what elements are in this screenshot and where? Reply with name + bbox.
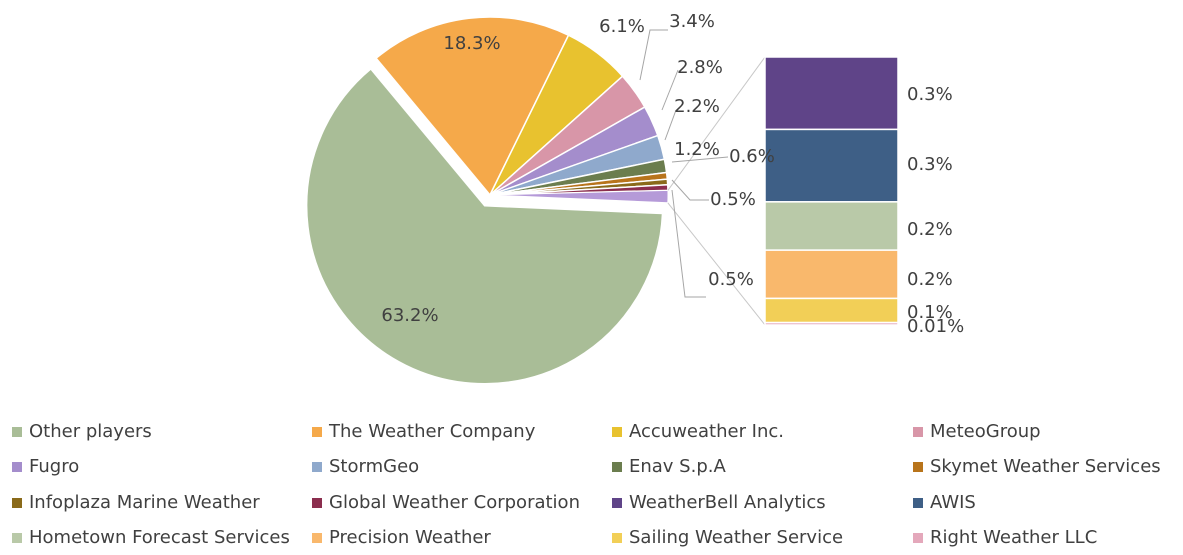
data-label: 3.4% xyxy=(669,11,715,32)
leader-line xyxy=(639,29,668,81)
leader-line xyxy=(664,109,677,141)
data-label: 63.2% xyxy=(381,305,438,326)
data-label: 0.6% xyxy=(729,146,775,167)
legend-label: Enav S.p.A xyxy=(629,456,726,477)
data-label: 2.8% xyxy=(677,57,723,78)
legend-label: Accuweather Inc. xyxy=(629,421,784,442)
data-label: 2.2% xyxy=(674,96,720,117)
legend-label: WeatherBell Analytics xyxy=(629,492,826,513)
bar-segment xyxy=(764,56,899,131)
leader-line xyxy=(661,69,679,111)
legend-swatch xyxy=(612,462,622,472)
legend-swatch xyxy=(913,498,923,508)
legend-swatch xyxy=(612,498,622,508)
bar-segment xyxy=(764,297,899,324)
legend-swatch xyxy=(12,427,22,437)
connector xyxy=(667,202,766,326)
legend-label: Hometown Forecast Services xyxy=(29,527,290,548)
legend-label: Precision Weather xyxy=(329,527,491,548)
legend-swatch xyxy=(612,533,622,543)
legend-label: MeteoGroup xyxy=(930,421,1041,442)
leader-line xyxy=(671,189,706,298)
legend-label: Right Weather LLC xyxy=(930,527,1097,548)
connector xyxy=(667,56,766,191)
legend-swatch xyxy=(913,427,923,437)
legend-swatch xyxy=(12,498,22,508)
legend-swatch xyxy=(612,427,622,437)
data-label: 0.3% xyxy=(907,84,953,105)
data-label: 0.3% xyxy=(907,154,953,175)
leader-line xyxy=(671,179,709,201)
data-label: 6.1% xyxy=(599,16,645,37)
legend-swatch xyxy=(312,462,322,472)
legend-label: StormGeo xyxy=(329,456,419,477)
legend-swatch xyxy=(312,533,322,543)
legend-label: Infoplaza Marine Weather xyxy=(29,492,260,513)
leader-line xyxy=(671,156,729,163)
legend-label: Other players xyxy=(29,421,152,442)
pie-slice xyxy=(305,67,664,385)
legend-swatch xyxy=(12,533,22,543)
legend-label: Skymet Weather Services xyxy=(930,456,1161,477)
pie-slice-combined xyxy=(489,189,669,204)
bar-segment xyxy=(764,249,899,300)
legend-swatch xyxy=(12,462,22,472)
legend-label: AWIS xyxy=(930,492,976,513)
legend-label: Global Weather Corporation xyxy=(329,492,580,513)
data-label: 0.5% xyxy=(708,269,754,290)
legend-label: Fugro xyxy=(29,456,79,477)
legend-label: Sailing Weather Service xyxy=(629,527,843,548)
data-label: 0.2% xyxy=(907,219,953,240)
pie-slice xyxy=(375,16,570,197)
legend-swatch xyxy=(913,462,923,472)
data-label: 0.5% xyxy=(710,189,756,210)
legend-swatch xyxy=(312,427,322,437)
bar-segment xyxy=(764,321,899,326)
data-label: 0.01% xyxy=(907,316,964,337)
legend-label: The Weather Company xyxy=(328,421,536,442)
data-label: 1.2% xyxy=(674,139,720,160)
bar-segment xyxy=(764,128,899,203)
data-label: 0.1% xyxy=(907,302,953,323)
data-label: 0.2% xyxy=(907,269,953,290)
bar-segment xyxy=(764,201,899,251)
legend-swatch xyxy=(312,498,322,508)
data-label: 18.3% xyxy=(443,33,500,54)
legend-swatch xyxy=(913,533,923,543)
